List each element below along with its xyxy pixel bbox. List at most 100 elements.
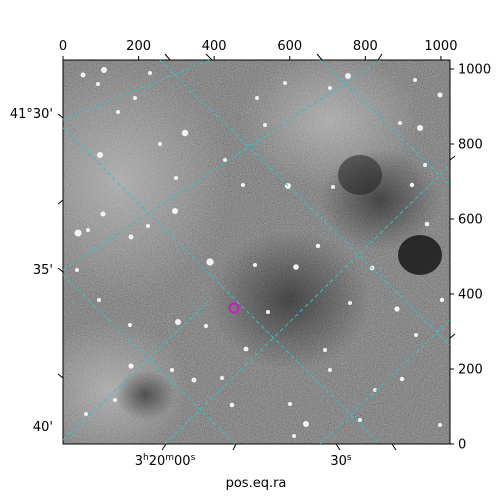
star bbox=[206, 258, 214, 266]
star bbox=[414, 333, 418, 337]
star bbox=[398, 121, 402, 125]
star bbox=[253, 263, 257, 267]
dec-tick-label: 35' bbox=[33, 263, 53, 278]
world-edge-tick bbox=[449, 155, 456, 161]
star bbox=[399, 376, 405, 382]
plot-frame bbox=[62, 59, 451, 445]
target-marker bbox=[228, 302, 240, 314]
grid-line bbox=[63, 127, 381, 444]
coordinate-grid bbox=[63, 60, 450, 444]
right-tick-label: 600 bbox=[458, 213, 483, 228]
grid-line bbox=[159, 60, 450, 346]
star bbox=[172, 208, 178, 214]
ra-tick-label: 3h20m00s bbox=[135, 453, 196, 469]
grid-line bbox=[319, 60, 450, 186]
star bbox=[417, 125, 423, 131]
star bbox=[128, 323, 132, 327]
star bbox=[170, 368, 174, 372]
world-edge-tick bbox=[57, 199, 64, 205]
star bbox=[438, 423, 442, 427]
right-tick-label: 0 bbox=[458, 438, 466, 453]
grid-line bbox=[63, 60, 381, 271]
star bbox=[288, 402, 292, 406]
world-edge-tick bbox=[57, 113, 64, 119]
star bbox=[328, 368, 332, 372]
star bbox=[323, 348, 327, 352]
star bbox=[116, 110, 120, 114]
top-tick-label: 800 bbox=[353, 39, 378, 54]
dec-tick-label: 40' bbox=[33, 420, 53, 435]
star bbox=[175, 319, 181, 325]
star bbox=[328, 86, 332, 90]
star bbox=[96, 82, 100, 86]
star bbox=[293, 264, 299, 270]
star bbox=[229, 402, 235, 408]
top-tick-label: 0 bbox=[59, 39, 67, 54]
star bbox=[80, 72, 86, 78]
world-edge-tick bbox=[377, 53, 383, 61]
star bbox=[97, 152, 103, 158]
star bbox=[113, 398, 117, 402]
star bbox=[394, 306, 400, 312]
world-edge-tick bbox=[161, 443, 167, 451]
star bbox=[75, 268, 79, 272]
star bbox=[409, 182, 415, 188]
star bbox=[86, 228, 90, 232]
star bbox=[128, 363, 134, 369]
star bbox=[263, 123, 267, 127]
star bbox=[283, 81, 287, 85]
world-edge-tick bbox=[57, 267, 64, 273]
world-edge-tick bbox=[316, 53, 323, 61]
ra-tick-label: 30s bbox=[330, 453, 352, 469]
star bbox=[292, 434, 296, 438]
star bbox=[413, 78, 417, 82]
star bbox=[97, 298, 101, 302]
top-tick-label: 200 bbox=[126, 39, 151, 54]
right-tick-label: 200 bbox=[458, 363, 483, 378]
star bbox=[133, 96, 137, 100]
grid-line bbox=[319, 319, 450, 444]
star bbox=[101, 67, 107, 73]
star bbox=[358, 418, 362, 422]
world-edge-tick bbox=[449, 333, 456, 339]
star bbox=[437, 92, 443, 98]
grid-line bbox=[63, 299, 211, 441]
star bbox=[303, 421, 309, 427]
star bbox=[181, 129, 189, 137]
star bbox=[204, 324, 208, 328]
right-tick-label: 1000 bbox=[458, 63, 491, 78]
star bbox=[100, 211, 106, 217]
x-axis-label: pos.eq.ra bbox=[226, 476, 287, 491]
star bbox=[74, 229, 82, 237]
star bbox=[331, 185, 335, 189]
world-edge-tick bbox=[232, 443, 237, 451]
world-edge-tick bbox=[391, 443, 397, 451]
star bbox=[158, 142, 162, 146]
world-edge-tick bbox=[335, 443, 341, 451]
star bbox=[191, 377, 197, 383]
star bbox=[255, 96, 259, 100]
star bbox=[220, 376, 224, 380]
world-edge-tick bbox=[164, 53, 171, 61]
star bbox=[345, 73, 351, 79]
right-tick-label: 800 bbox=[458, 138, 483, 153]
star bbox=[423, 163, 427, 167]
star bbox=[266, 310, 270, 314]
star bbox=[439, 297, 445, 303]
right-tick-label: 400 bbox=[458, 288, 483, 303]
world-edge-tick bbox=[205, 53, 213, 61]
star bbox=[174, 176, 178, 180]
sky-image bbox=[63, 60, 450, 444]
top-tick-label: 600 bbox=[277, 39, 302, 54]
star bbox=[148, 71, 152, 75]
top-tick-label: 400 bbox=[202, 39, 227, 54]
top-tick-label: 1000 bbox=[424, 39, 457, 54]
star bbox=[243, 346, 249, 352]
star bbox=[315, 243, 321, 249]
grid-line bbox=[164, 164, 450, 444]
star bbox=[241, 183, 245, 187]
star bbox=[348, 301, 352, 305]
grid-line bbox=[63, 60, 211, 121]
star bbox=[128, 234, 134, 240]
